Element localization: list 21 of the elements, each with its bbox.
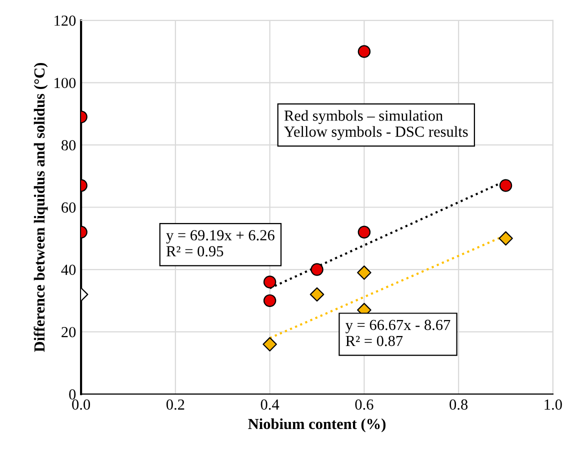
y-tick-label: 80 [62,140,76,150]
y-tick-label: 120 [54,16,76,26]
point [310,287,324,302]
x-tick-label: 0.0 [72,399,90,410]
x-tick-label: 0.8 [450,399,468,410]
y-tick-label: 20 [62,326,76,338]
y-tick-label: 60 [62,202,76,213]
x-tick-label: 0.4 [260,399,280,410]
annotation: y = 69.19x + 6.26 R² = 0.95 [166,230,274,256]
x-tick-label: 0.6 [355,399,374,410]
y-tick-label: 40 [61,264,76,275]
y-axis-title: Difference between liquidus and solidus (°C) [34,63,48,352]
x-tick-label: 1.0 [544,399,562,410]
point [357,266,372,280]
annotation: Red symbols – simulation Yellow symbols - DSC results [284,110,468,140]
point [262,337,277,352]
x-axis-title: Niobium content (%) [248,418,386,432]
annotation: y = 66.67x - 8.67 R² = 0.87 [346,320,450,346]
y-tick-label: 100 [54,78,76,88]
y-tick-label: 0 [69,389,76,400]
x-tick-label: 0.2 [166,399,184,410]
